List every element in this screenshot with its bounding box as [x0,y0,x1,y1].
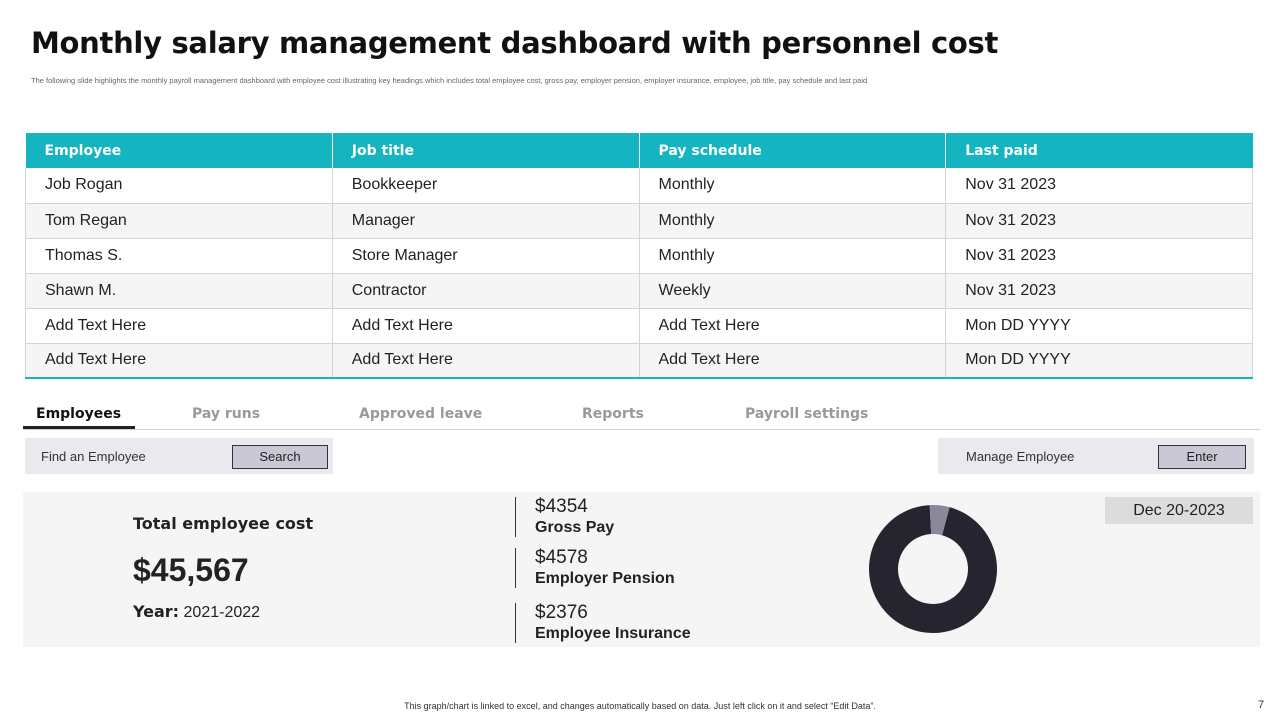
tab-employees[interactable]: Employees [36,406,122,422]
total-cost-value: $45,567 [133,552,249,588]
table-cell: Job Rogan [25,168,333,204]
footer-note: This graph/chart is linked to excel, and… [404,701,876,711]
table-cell: Monthly [639,168,947,204]
column-header-pay-schedule[interactable]: Pay schedule [639,133,947,168]
enter-button[interactable]: Enter [1158,445,1246,469]
year-info: Year: 2021-2022 [133,602,260,622]
metric-value: $4354 [535,496,588,517]
total-cost-label: Total employee cost [133,514,314,533]
table-cell: Nov 31 2023 [945,273,1253,309]
metric-label: Employee Insurance [535,625,691,642]
metric-employer-pension: $4578 Employer Pension [515,548,675,588]
date-badge: Dec 20-2023 [1105,497,1253,524]
year-value: 2021-2022 [183,604,261,621]
tab-pay-runs[interactable]: Pay runs [192,406,261,422]
find-employee-bar: Find an Employee Search [25,438,333,474]
table-cell: Mon DD YYYY [945,308,1253,344]
table-cell: Monthly [639,238,947,274]
tab-reports[interactable]: Reports [582,406,644,422]
table-cell: Mon DD YYYY [945,343,1253,379]
table-cell: Monthly [639,203,947,239]
table-row[interactable]: Tom Regan Manager Monthly Nov 31 2023 [25,203,1253,239]
metric-value: $4578 [535,547,588,568]
donut-slice-0 [869,505,997,633]
table-header-row: Employee Job title Pay schedule Last pai… [25,133,1253,168]
table-cell: Shawn M. [25,273,333,309]
table-row[interactable]: Thomas S. Store Manager Monthly Nov 31 2… [25,238,1253,274]
table-cell: Add Text Here [25,308,333,344]
tab-payroll-settings[interactable]: Payroll settings [745,406,869,422]
active-tab-indicator [23,426,135,429]
table-cell: Bookkeeper [332,168,640,204]
search-button[interactable]: Search [232,445,328,469]
table-cell: Add Text Here [332,343,640,379]
cost-donut-chart [869,505,997,633]
metric-label: Gross Pay [535,519,615,536]
column-header-last-paid[interactable]: Last paid [945,133,1253,168]
column-header-employee[interactable]: Employee [25,133,333,168]
metric-employee-insurance: $2376 Employee Insurance [515,603,691,643]
find-employee-label: Find an Employee [41,449,146,464]
table-cell: Add Text Here [25,343,333,379]
table-row[interactable]: Job Rogan Bookkeeper Monthly Nov 31 2023 [25,168,1253,204]
cost-summary-panel: Total employee cost $45,567 Year: 2021-2… [23,492,1260,647]
column-header-job-title[interactable]: Job title [332,133,640,168]
tab-bar: Employees Pay runs Approved leave Report… [23,400,1260,430]
table-row[interactable]: Add Text Here Add Text Here Add Text Her… [25,343,1253,379]
table-row[interactable]: Shawn M. Contractor Weekly Nov 31 2023 [25,273,1253,309]
table-cell: Manager [332,203,640,239]
metric-label: Employer Pension [535,570,675,587]
tab-approved-leave[interactable]: Approved leave [359,406,483,422]
table-cell: Weekly [639,273,947,309]
page-subtitle: The following slide highlights the month… [31,76,868,85]
metric-gross-pay: $4354 Gross Pay [515,497,614,537]
page-title: Monthly salary management dashboard with… [31,26,999,60]
page-number: 7 [1258,699,1265,711]
table-row[interactable]: Add Text Here Add Text Here Add Text Her… [25,308,1253,344]
table-cell: Add Text Here [639,308,947,344]
employee-table: Employee Job title Pay schedule Last pai… [25,133,1253,379]
table-cell: Nov 31 2023 [945,203,1253,239]
metric-value: $2376 [535,602,588,623]
table-cell: Store Manager [332,238,640,274]
table-cell: Tom Regan [25,203,333,239]
table-cell: Nov 31 2023 [945,168,1253,204]
table-cell: Nov 31 2023 [945,238,1253,274]
donut-slice-1 [929,505,950,536]
table-cell: Contractor [332,273,640,309]
table-cell: Add Text Here [639,343,947,379]
table-cell: Add Text Here [332,308,640,344]
table-cell: Thomas S. [25,238,333,274]
year-label: Year: [133,602,180,621]
manage-employee-label: Manage Employee [966,449,1075,464]
manage-employee-bar: Manage Employee Enter [938,438,1254,474]
